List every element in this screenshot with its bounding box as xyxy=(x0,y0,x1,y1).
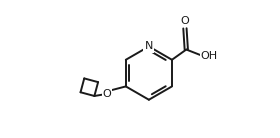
Text: OH: OH xyxy=(200,51,217,61)
Text: O: O xyxy=(102,89,111,99)
Text: N: N xyxy=(145,41,153,51)
Text: O: O xyxy=(181,16,189,26)
